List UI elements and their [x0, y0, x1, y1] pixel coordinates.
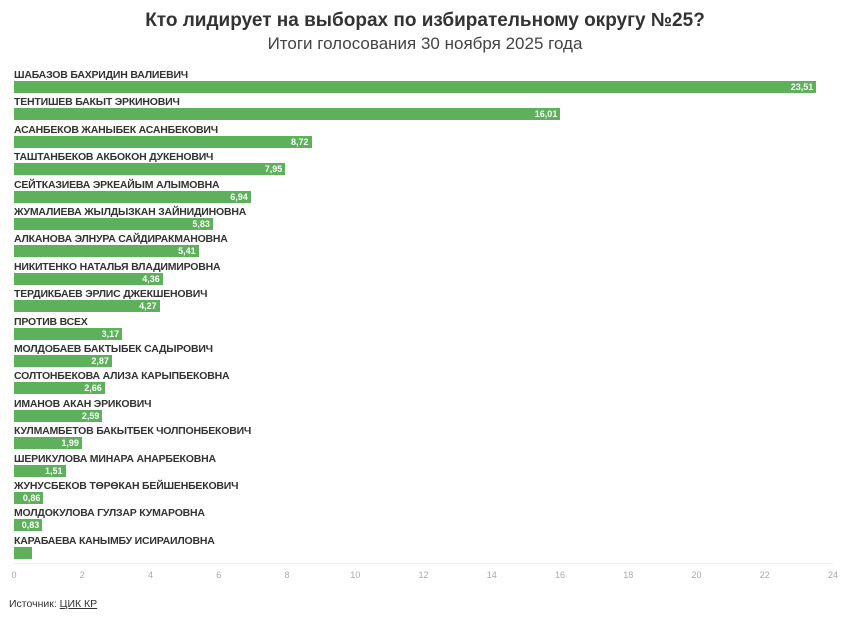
x-tick-label: 4 [147, 570, 154, 580]
source-note: Источник: ЦИК КР [9, 598, 97, 610]
value-label: 2,87 [91, 356, 109, 366]
bar[interactable]: 2,66 [14, 382, 105, 395]
x-tick-label: 0 [11, 570, 17, 580]
category-label: ШАБАЗОВ БАХРИДИН ВАЛИЕВИЧ [14, 69, 188, 81]
bar-chart-plot: ШАБАЗОВ БАХРИДИН ВАЛИЕВИЧ 23,51 ТЕНТИШЕВ Б… [14, 67, 833, 562]
value-label: 5,41 [178, 246, 196, 257]
category-label: ИМАНОВ АКАН ЭРИКОВИЧ [14, 397, 152, 410]
value-label: 23,51 [790, 82, 814, 92]
bar-row: МОЛДОКУЛОВА ГУЛЗАР КУМАРОВНА 0,83 [14, 505, 833, 532]
bar-row: АЛКАНОВА ЭЛНУРА САЙДИРАКМАНОВНА 5,41 [14, 231, 833, 258]
x-tick-label: 12 [418, 570, 429, 580]
value-label: 2,59 [81, 410, 100, 421]
value-label: 2,66 [84, 383, 102, 394]
x-axis-line [14, 563, 833, 564]
bar-row: ТЕРДИКБАЕВ ЭРЛИС ДЖЕКШЕНОВИЧ 4,27 [14, 286, 833, 313]
x-tick-label: 18 [623, 570, 634, 580]
bar[interactable]: 5,41 [14, 245, 199, 258]
bar[interactable]: 4,27 [14, 300, 160, 313]
category-label: ТЕРДИКБАЕВ ЭРЛИС ДЖЕКШЕНОВИЧ [14, 288, 208, 301]
bar-row: ИМАНОВ АКАН ЭРИКОВИЧ 2,59 [14, 396, 833, 423]
bar[interactable]: 2,87 [14, 355, 112, 367]
category-label: АЛКАНОВА ЭЛНУРА САЙДИРАКМАНОВНА [14, 233, 228, 246]
value-label: 6,94 [230, 191, 248, 202]
x-tick-label: 6 [216, 570, 222, 580]
value-label: 0,86 [22, 493, 41, 503]
bar-row: КАРАБАЕВА КАНЫМБУ ИСИРАИЛОВНА [14, 533, 833, 560]
value-label: 5,83 [192, 219, 210, 229]
bar[interactable]: 2,59 [14, 409, 103, 422]
value-label: 16,01 [534, 109, 558, 120]
x-tick-label: 22 [759, 570, 770, 580]
category-label: КУЛМАМБЕТОВ БАКЫТБЕК ЧОЛПОНБЕКОВИЧ [14, 425, 252, 438]
bar[interactable]: 23,51 [14, 81, 817, 93]
bar-row: ЖУНУСБЕКОВ ТӨРӨКАН БЕЙШЕНБЕКОВИЧ 0,86 [14, 478, 833, 505]
category-label: МОЛДОКУЛОВА ГУЛЗАР КУМАРОВНА [14, 507, 205, 520]
category-label: НИКИТЕНКО НАТАЛЬЯ ВЛАДИМИРОВНА [14, 260, 221, 273]
bar[interactable]: 8,72 [14, 135, 312, 148]
bar-row: НИКИТЕНКО НАТАЛЬЯ ВЛАДИМИРОВНА 4,36 [14, 259, 833, 286]
value-label: 0,83 [21, 520, 40, 531]
bar[interactable]: 5,83 [14, 218, 213, 230]
source-link[interactable]: ЦИК КР [59, 598, 98, 610]
chart-subtitle: Итоги голосования 30 ноября 2025 года [267, 34, 583, 53]
bar-row: ШЕРИКУЛОВА МИНАРА АНАРБЕКОВНА 1,51 [14, 451, 833, 478]
category-label: ЖУМАЛИЕВА ЖЫЛДЫЗКАН ЗАЙНИДИНОВНА [14, 206, 247, 218]
source-label: Источник: [9, 598, 60, 610]
value-label: 4,36 [142, 273, 160, 284]
category-label: СОЛТОНБЕКОВА АЛИЗА КАРЫПБЕКОВНА [14, 370, 230, 383]
bar[interactable]: 3,17 [14, 327, 123, 340]
x-tick-label: 2 [79, 570, 85, 580]
category-label: ТАШТАНБЕКОВ АКБОКОН ДУКЕНОВИЧ [14, 151, 214, 164]
bar[interactable]: 1,99 [14, 437, 82, 450]
category-label: АСАНБЕКОВ ЖАНЫБЕК АСАНБЕКОВИЧ [14, 123, 218, 136]
bar-row: СОЛТОНБЕКОВА АЛИЗА КАРЫПБЕКОВНА 2,66 [14, 368, 833, 395]
value-label: 3,17 [101, 328, 120, 339]
x-tick-label: 8 [284, 570, 290, 580]
x-tick-label: 24 [827, 570, 839, 580]
value-label: 8,72 [291, 136, 309, 147]
bar-row: МОЛДОБАЕВ БАКТЫБЕК САДЫРОВИЧ 2,87 [14, 341, 833, 368]
bar[interactable]: 16,01 [14, 108, 561, 121]
bar[interactable]: 4,36 [14, 272, 163, 285]
x-tick-label: 16 [554, 570, 566, 580]
x-tick-label: 20 [691, 570, 702, 580]
bar[interactable] [14, 546, 33, 559]
chart-title: Кто лидирует на выборах по избирательном… [145, 10, 705, 31]
bar[interactable]: 7,95 [14, 163, 286, 176]
category-label: ЖУНУСБЕКОВ ТӨРӨКАН БЕЙШЕНБЕКОВИЧ [14, 480, 239, 492]
bar-row: ПРОТИВ ВСЕХ 3,17 [14, 314, 833, 341]
bar[interactable]: 1,51 [14, 464, 66, 477]
bar-row: КУЛМАМБЕТОВ БАКЫТБЕК ЧОЛПОНБЕКОВИЧ 1,99 [14, 423, 833, 450]
bar-row: СЕЙТКАЗИЕВА ЭРКЕАЙЫМ АЛЫМОВНА 6,94 [14, 177, 833, 204]
bar[interactable]: 0,83 [14, 519, 43, 532]
bar-row: ТАШТАНБЕКОВ АКБОКОН ДУКЕНОВИЧ 7,95 [14, 149, 833, 176]
category-label: СЕЙТКАЗИЕВА ЭРКЕАЙЫМ АЛЫМОВНА [14, 178, 220, 191]
bar-row: ЖУМАЛИЕВА ЖЫЛДЫЗКАН ЗАЙНИДИНОВНА 5,83 [14, 204, 833, 231]
value-label: 1,51 [44, 465, 63, 476]
x-tick-label: 14 [486, 570, 497, 580]
category-label: КАРАБАЕВА КАНЫМБУ ИСИРАИЛОВНА [14, 534, 215, 547]
category-label: МОЛДОБАЕВ БАКТЫБЕК САДЫРОВИЧ [14, 343, 213, 355]
value-label: 7,95 [264, 164, 283, 175]
bar-row: ТЕНТИШЕВ БАКЫТ ЭРКИНОВИЧ 16,01 [14, 94, 833, 121]
bar-row: ШАБАЗОВ БАХРИДИН ВАЛИЕВИЧ 23,51 [14, 67, 833, 94]
value-label: 1,99 [61, 438, 79, 449]
value-label: 4,27 [139, 301, 157, 312]
bar[interactable]: 6,94 [14, 190, 251, 203]
category-label: ТЕНТИШЕВ БАКЫТ ЭРКИНОВИЧ [14, 96, 180, 109]
category-label: ШЕРИКУЛОВА МИНАРА АНАРБЕКОВНА [14, 452, 216, 465]
category-label: ПРОТИВ ВСЕХ [14, 315, 88, 328]
bar-row: АСАНБЕКОВ ЖАНЫБЕК АСАНБЕКОВИЧ 8,72 [14, 122, 833, 149]
x-tick-label: 10 [350, 570, 361, 580]
bar[interactable]: 0,86 [14, 492, 44, 504]
